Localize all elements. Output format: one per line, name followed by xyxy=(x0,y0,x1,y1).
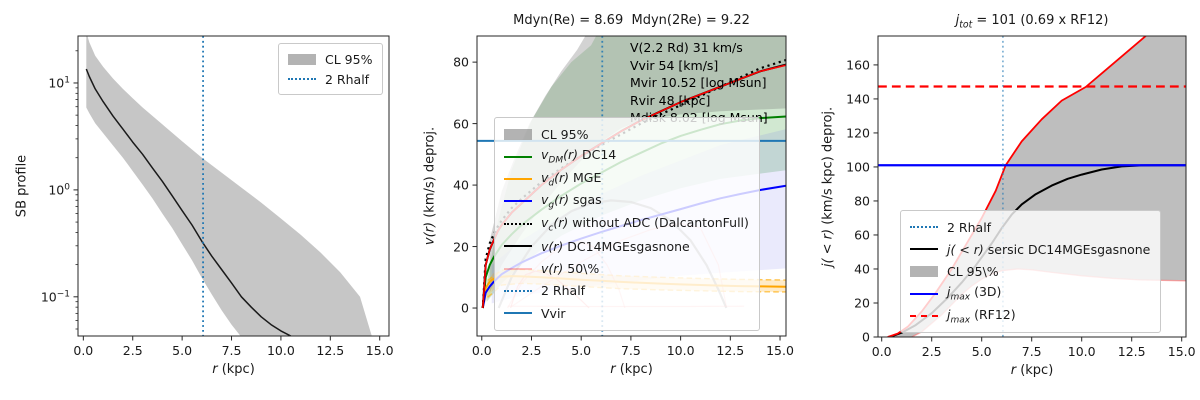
j-cl-95-band xyxy=(887,36,1186,337)
rotation-curve-panel-spines xyxy=(476,35,787,337)
angular-momentum-panel xyxy=(878,36,1186,337)
sb-median xyxy=(85,68,292,336)
vtot-cl-band xyxy=(489,36,786,293)
sb-profile-panel xyxy=(85,36,372,336)
cl-95-band xyxy=(86,36,372,336)
sb-profile-panel-spines xyxy=(77,35,390,337)
rotation-curve-panel xyxy=(477,36,786,336)
